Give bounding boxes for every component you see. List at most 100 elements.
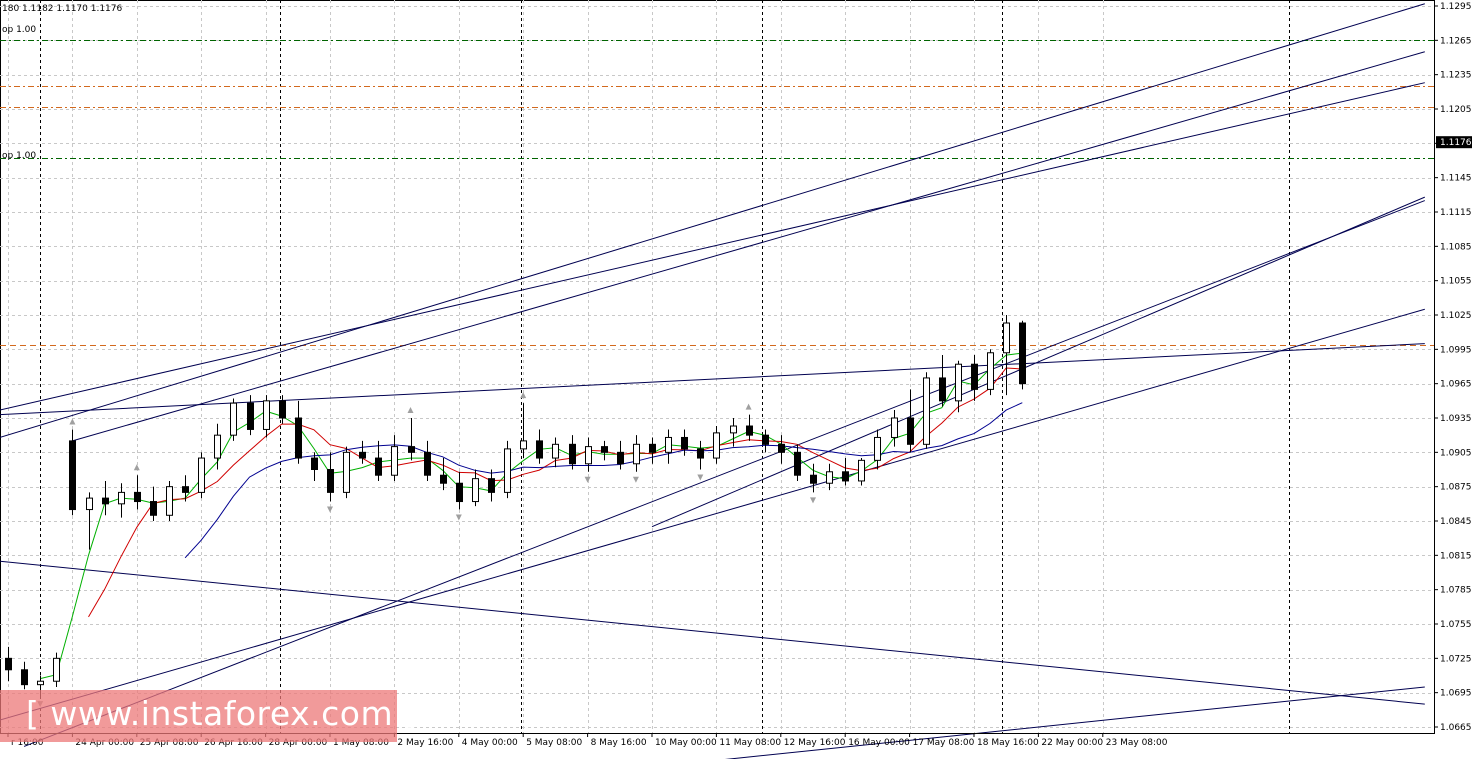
fractal-up-icon bbox=[745, 403, 752, 410]
bull-candle bbox=[166, 486, 173, 516]
bull-candle bbox=[53, 657, 60, 682]
price-tick-label: 1.0845 bbox=[1440, 517, 1472, 527]
bear-candle bbox=[359, 451, 366, 459]
moving-averages bbox=[40, 352, 1023, 680]
time-tick-label: 18 May 16:00 bbox=[977, 738, 1039, 748]
time-tick-label: 24 Apr 00:00 bbox=[75, 738, 134, 748]
bear-candle bbox=[375, 457, 382, 476]
bear-candle bbox=[1019, 322, 1026, 385]
time-axis: r 16:00 24 Apr 00:00 25 Apr 08:00 26 Apr 16… bbox=[0, 733, 1434, 748]
bear-candle bbox=[279, 400, 286, 419]
moving-average-line bbox=[184, 402, 1023, 559]
bull-candle bbox=[520, 440, 527, 450]
bull-candle bbox=[263, 400, 270, 430]
level-label-upper: op 1.00 bbox=[2, 25, 36, 35]
bear-candle bbox=[150, 501, 157, 516]
price-tick-label: 1.0875 bbox=[1440, 483, 1472, 493]
level-label-lower: op 1.00 bbox=[2, 151, 36, 161]
time-tick-label: 2 May 16:00 bbox=[397, 738, 453, 748]
bull-candle bbox=[118, 491, 125, 505]
bear-candle bbox=[327, 469, 334, 493]
price-tick-label: 1.1055 bbox=[1440, 277, 1472, 287]
bear-candle bbox=[536, 440, 543, 459]
time-tick-label: 10 May 00:00 bbox=[655, 738, 717, 748]
bear-candle bbox=[5, 657, 12, 671]
bull-candle bbox=[874, 436, 881, 461]
candlesticks bbox=[5, 315, 1026, 697]
bull-candle bbox=[633, 443, 640, 465]
bear-candle bbox=[311, 457, 318, 470]
price-tick-label: 1.0785 bbox=[1440, 586, 1472, 596]
bull-candle bbox=[665, 436, 672, 453]
bear-candle bbox=[907, 417, 914, 445]
bull-candle bbox=[987, 352, 994, 390]
bear-candle bbox=[247, 402, 254, 430]
current-price-badge bbox=[1436, 136, 1472, 149]
bear-candle bbox=[939, 377, 946, 402]
bull-candle bbox=[923, 377, 930, 445]
bear-candle bbox=[134, 491, 141, 503]
bull-candle bbox=[585, 446, 592, 465]
time-tick-label: 23 May 08:00 bbox=[1106, 738, 1168, 748]
price-levels bbox=[0, 40, 1434, 346]
time-tick-label: 16 May 00:00 bbox=[848, 738, 910, 748]
price-tick-label: 1.1295 bbox=[1440, 2, 1472, 12]
bear-candle bbox=[440, 474, 447, 484]
moving-average-line bbox=[40, 352, 1023, 680]
ohlc-readout: 180 1.1182 1.1170 1.1176 bbox=[2, 4, 123, 14]
bear-candle bbox=[569, 443, 576, 465]
time-tick-label: 11 May 08:00 bbox=[719, 738, 781, 748]
bear-candle bbox=[842, 471, 849, 482]
moving-average-line bbox=[88, 367, 1023, 618]
time-tick-label: 28 Apr 00:00 bbox=[269, 738, 328, 748]
time-tick-label: 8 May 16:00 bbox=[591, 738, 647, 748]
trend-lines bbox=[0, 3, 1425, 759]
fractal-down-icon bbox=[327, 506, 333, 513]
bull-candle bbox=[891, 417, 898, 438]
bear-candle bbox=[971, 363, 978, 390]
bull-candle bbox=[343, 451, 350, 493]
price-tick-label: 1.1265 bbox=[1440, 36, 1472, 46]
bull-candle bbox=[826, 471, 833, 484]
bear-candle bbox=[617, 451, 624, 465]
bear-candle bbox=[697, 448, 704, 459]
fractal-up-icon bbox=[520, 392, 527, 399]
fractal-up-icon bbox=[407, 407, 414, 413]
time-tick-label: 26 Apr 16:00 bbox=[204, 738, 263, 748]
price-tick-label: 1.0905 bbox=[1440, 448, 1472, 458]
fractal-down-icon bbox=[810, 497, 816, 504]
fractal-up-icon bbox=[69, 418, 76, 425]
bull-candle bbox=[230, 402, 237, 436]
price-tick-label: 1.1085 bbox=[1440, 242, 1472, 252]
bull-candle bbox=[198, 457, 205, 493]
bear-candle bbox=[601, 446, 608, 453]
trend-line bbox=[0, 3, 1425, 438]
bull-candle bbox=[1003, 322, 1010, 354]
fractal-down-icon bbox=[584, 476, 591, 483]
fractal-down-icon bbox=[697, 474, 704, 481]
time-tick-label: 1 May 08:00 bbox=[333, 738, 389, 748]
bear-candle bbox=[182, 486, 189, 493]
bull-candle bbox=[552, 443, 559, 459]
price-tick-label: 1.0815 bbox=[1440, 551, 1472, 561]
bull-candle bbox=[730, 425, 737, 434]
price-tick-label: 1.0965 bbox=[1440, 380, 1472, 390]
watermark-text: [ www.instaforex.com ] bbox=[26, 694, 418, 733]
fractal-down-icon bbox=[632, 476, 639, 483]
bull-candle bbox=[37, 680, 44, 686]
price-tick-label: 1.0695 bbox=[1440, 689, 1472, 699]
trend-line bbox=[0, 82, 1425, 411]
time-tick-label: 25 Apr 08:00 bbox=[140, 738, 199, 748]
price-tick-label: 1.0995 bbox=[1440, 345, 1472, 355]
bear-candle bbox=[408, 446, 415, 453]
trend-line bbox=[72, 51, 1425, 442]
bear-candle bbox=[746, 425, 753, 436]
bear-candle bbox=[102, 497, 109, 505]
bull-candle bbox=[86, 497, 93, 511]
bear-candle bbox=[424, 451, 431, 476]
price-tick-label: 1.0665 bbox=[1440, 723, 1472, 733]
bull-candle bbox=[214, 434, 221, 459]
bear-candle bbox=[778, 443, 785, 453]
time-tick-label: 17 May 08:00 bbox=[913, 738, 975, 748]
